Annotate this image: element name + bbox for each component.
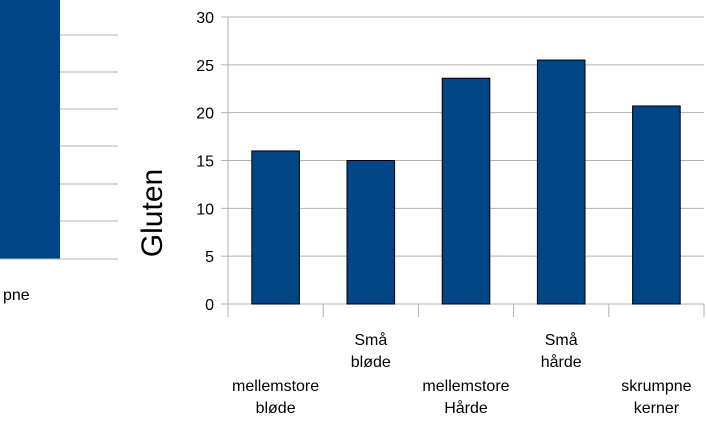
bar	[441, 77, 491, 305]
x-axis-ticks	[227, 304, 705, 317]
x-tick-label: Små	[354, 331, 387, 349]
y-tick-label: 25	[196, 58, 214, 75]
y-axis-title: Gluten	[136, 169, 169, 257]
x-tick-label: skrumpne	[621, 378, 691, 395]
y-tick-label: 5	[205, 249, 214, 266]
y-tick-label: 30	[196, 10, 214, 27]
x-tick-label: Små	[545, 331, 578, 349]
y-tick-label: 20	[196, 106, 214, 123]
y-tick-label: 15	[196, 154, 214, 171]
x-tick-label: kerner	[634, 400, 680, 417]
x-axis-labels: mellemstore bløde Små bløde mellemstore Hårde…	[232, 331, 692, 417]
partial-chart-bar	[0, 0, 60, 259]
y-tick-label: 10	[196, 201, 214, 218]
y-axis-ticks: 0 5 10 15 20 25 30	[196, 10, 228, 314]
bar	[251, 150, 300, 305]
partial-chart-tick-label: pne	[3, 287, 30, 304]
x-tick-label: mellemstore	[422, 378, 509, 395]
x-tick-label: bløde	[351, 354, 391, 371]
x-tick-label: bløde	[256, 400, 296, 417]
y-tick-label: 0	[205, 297, 214, 314]
x-tick-label: mellemstore	[232, 378, 319, 395]
bars	[251, 59, 681, 305]
bar	[346, 160, 396, 305]
x-tick-label: hårde	[541, 353, 582, 371]
bar	[632, 105, 681, 305]
bar	[536, 59, 586, 305]
partial-chart-left: pne	[0, 0, 118, 304]
x-tick-label: Hårde	[444, 399, 488, 417]
